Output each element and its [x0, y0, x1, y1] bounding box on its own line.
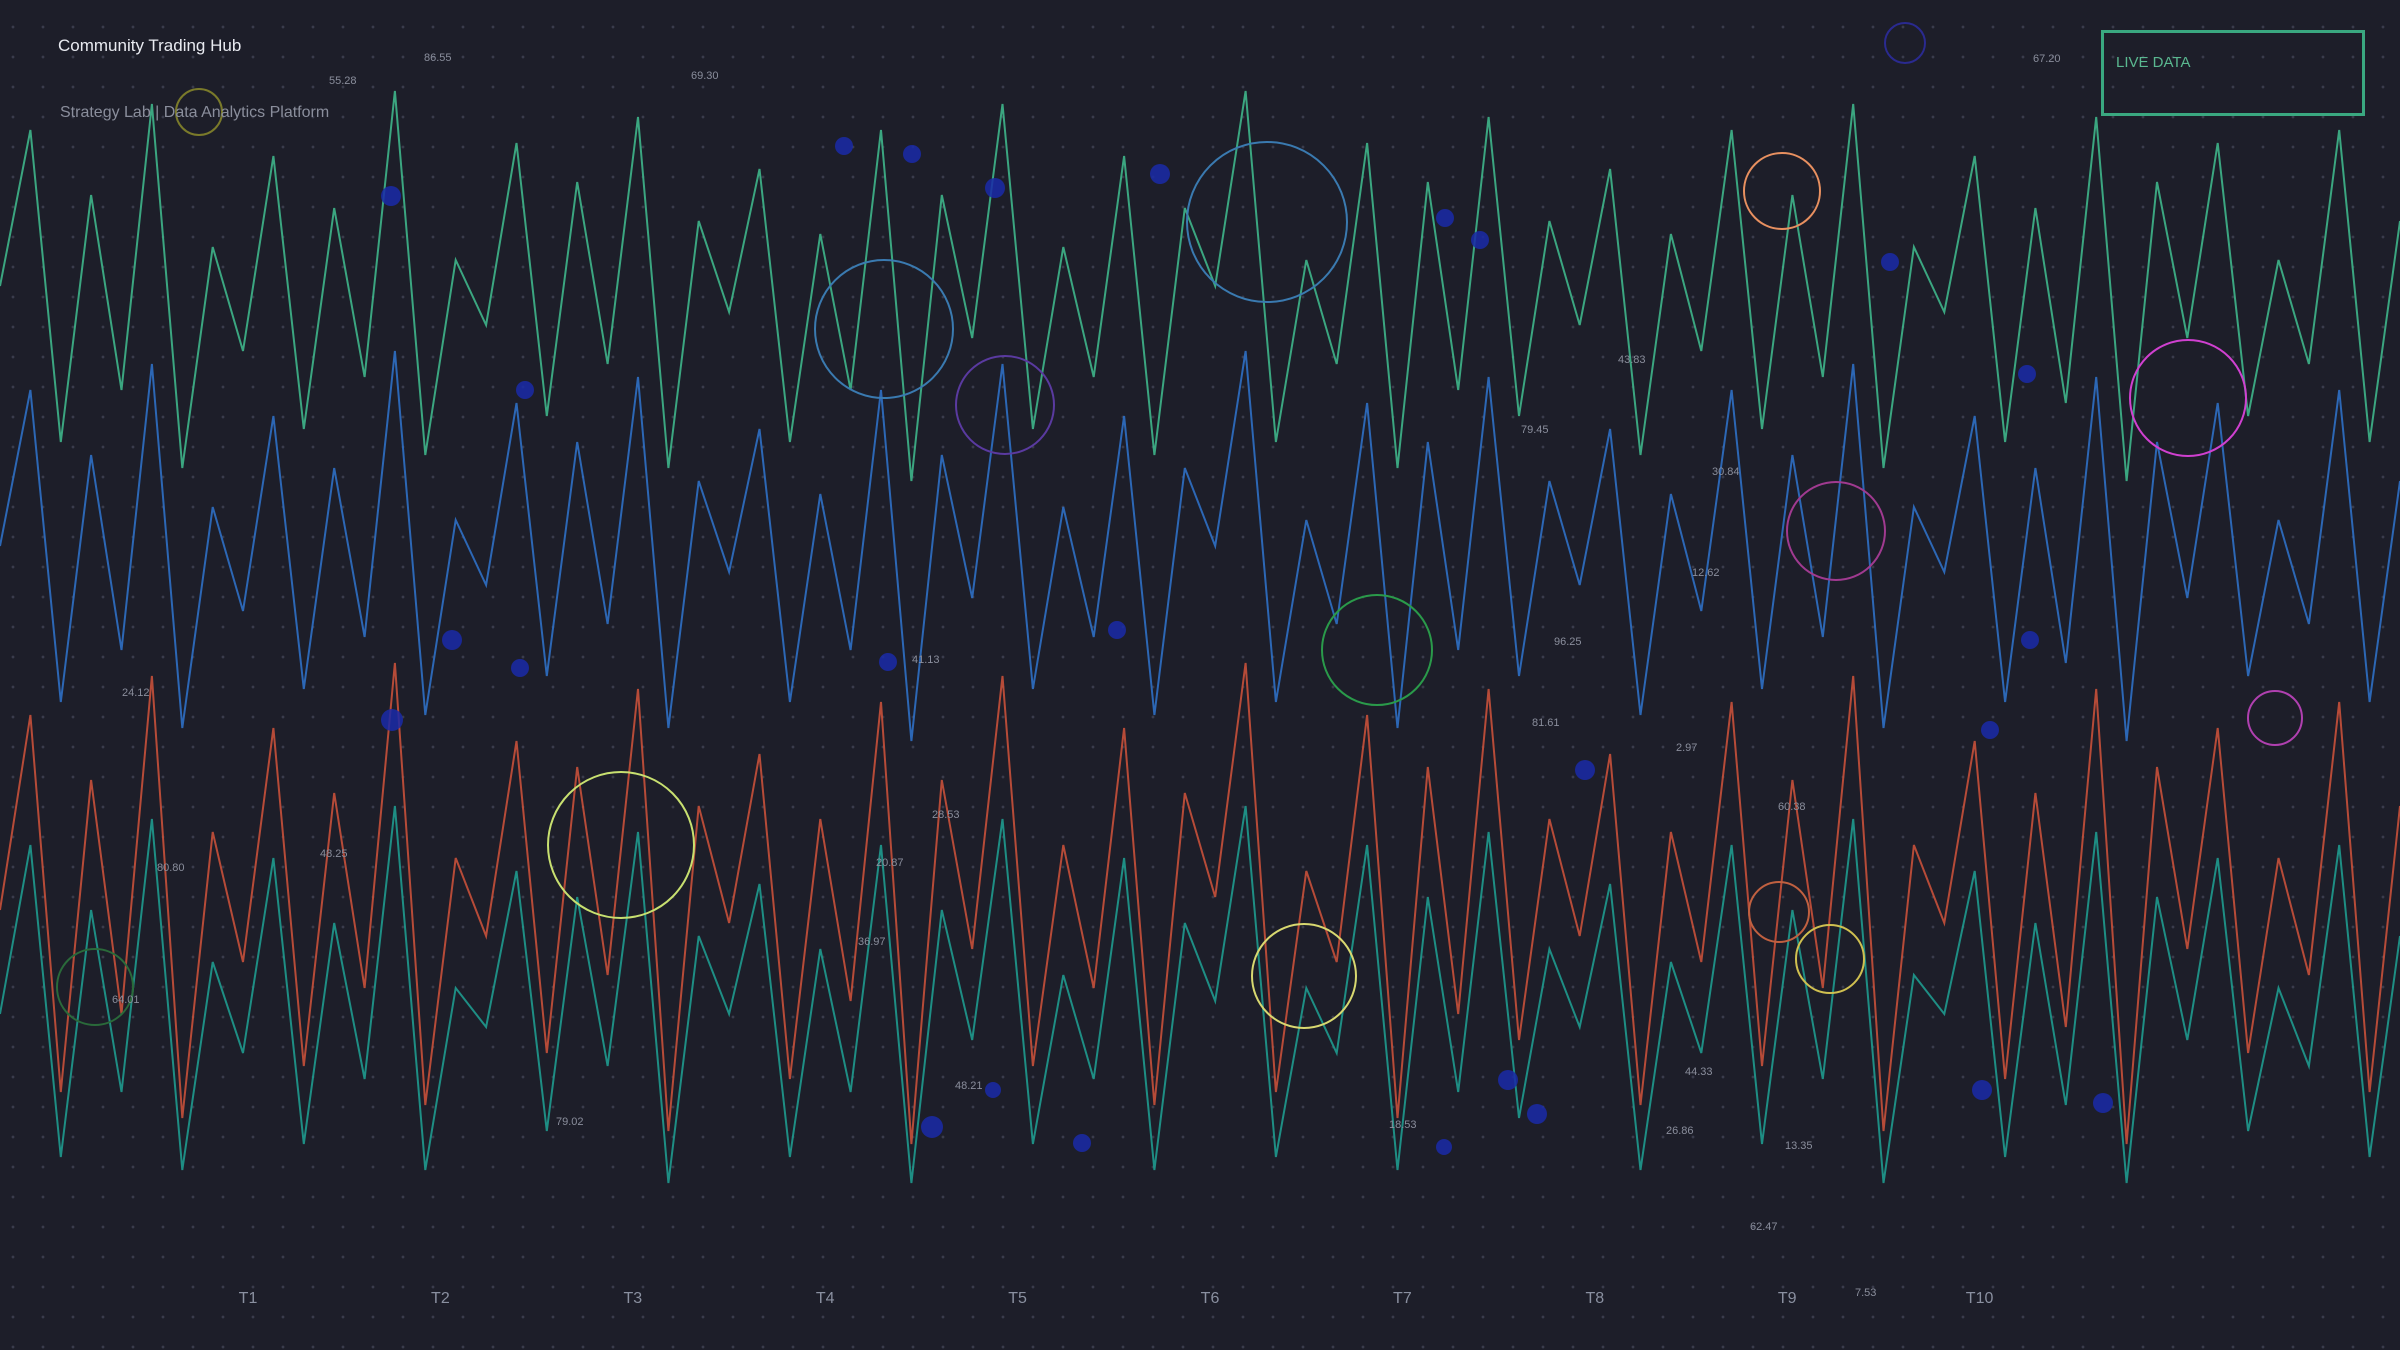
- marker-dot: [2021, 631, 2039, 649]
- x-tick-label: T8: [1585, 1290, 1605, 1307]
- highlight-ring: [547, 771, 695, 919]
- highlight-ring: [1786, 481, 1886, 581]
- marker-dot: [921, 1116, 943, 1138]
- value-label: 2.97: [1676, 742, 1698, 754]
- value-label: 28.53: [932, 809, 960, 821]
- marker-dot: [2018, 365, 2036, 383]
- marker-dot: [1498, 1070, 1518, 1090]
- value-label: 69.30: [691, 70, 719, 82]
- value-label: 24.12: [122, 687, 150, 699]
- value-label: 79.45: [1521, 424, 1549, 436]
- x-tick-label: T5: [1008, 1290, 1027, 1307]
- value-label: 43.83: [1618, 354, 1646, 366]
- marker-dot: [1972, 1080, 1992, 1100]
- marker-dot: [1436, 209, 1454, 227]
- highlight-ring: [1748, 881, 1810, 943]
- marker-dot: [903, 145, 921, 163]
- marker-dot: [1436, 1139, 1452, 1155]
- value-label: 86.55: [424, 52, 452, 64]
- marker-dot: [985, 1082, 1001, 1098]
- value-label: 48.25: [320, 848, 348, 860]
- value-label: 20.87: [876, 857, 904, 869]
- value-label: 96.25: [1554, 636, 1582, 648]
- value-label: 67.20: [2033, 53, 2061, 65]
- highlight-ring: [2129, 339, 2247, 457]
- app-title: Community Trading Hub: [58, 36, 242, 55]
- series-layer: [0, 90, 2400, 1184]
- highlight-ring: [1743, 152, 1821, 230]
- marker-dot: [1108, 621, 1126, 639]
- marker-dot: [1527, 1104, 1547, 1124]
- live-data-badge: LIVE DATA: [2101, 30, 2365, 116]
- marker-dot: [985, 178, 1005, 198]
- value-label: 7.53: [1855, 1287, 1877, 1299]
- value-label: 48.21: [955, 1080, 983, 1092]
- highlight-rings: [56, 22, 2303, 1029]
- highlight-ring: [814, 259, 954, 399]
- marker-dots: [381, 137, 2113, 1155]
- value-label: 64.01: [112, 994, 140, 1006]
- value-label: 79.02: [556, 1116, 584, 1128]
- marker-dot: [1073, 1134, 1091, 1152]
- marker-dot: [1150, 164, 1170, 184]
- marker-dot: [1981, 721, 1999, 739]
- value-label: 81.61: [1532, 717, 1560, 729]
- x-tick-label: T9: [1777, 1290, 1797, 1307]
- marker-dot: [835, 137, 853, 155]
- highlight-ring: [1884, 22, 1926, 64]
- highlight-ring: [955, 355, 1055, 455]
- highlight-ring: [2247, 690, 2303, 746]
- highlight-ring: [1321, 594, 1433, 706]
- highlight-ring: [175, 88, 223, 136]
- marker-dot: [442, 630, 462, 650]
- marker-dot: [2093, 1093, 2113, 1113]
- value-label: 44.33: [1685, 1066, 1713, 1078]
- highlight-ring: [1186, 141, 1348, 303]
- highlight-ring: [56, 948, 134, 1026]
- x-tick-label: T7: [1393, 1290, 1412, 1307]
- series-line-3: [0, 662, 2400, 1145]
- marker-dot: [516, 381, 534, 399]
- highlight-ring: [1795, 924, 1865, 994]
- marker-dot: [1881, 253, 1899, 271]
- app-subtitle: Strategy Lab | Data Analytics Platform: [60, 104, 330, 121]
- live-data-label: LIVE DATA: [2116, 54, 2191, 71]
- marker-dot: [879, 653, 897, 671]
- value-label: 18.53: [1389, 1119, 1417, 1131]
- value-label: 41.13: [912, 654, 940, 666]
- x-tick-label: T2: [431, 1290, 450, 1307]
- series-line-2: [0, 350, 2400, 742]
- value-label: 36.97: [858, 936, 886, 948]
- x-tick-label: T3: [623, 1290, 643, 1307]
- marker-dot: [381, 709, 403, 731]
- value-label: 13.35: [1785, 1140, 1813, 1152]
- value-label: 55.28: [329, 75, 357, 87]
- value-label: 80.80: [157, 862, 185, 874]
- series-line-4: [0, 805, 2400, 1184]
- marker-dot: [1471, 231, 1489, 249]
- marker-dot: [381, 186, 401, 206]
- value-label: 30.84: [1712, 466, 1740, 478]
- x-tick-label: T6: [1200, 1290, 1220, 1307]
- value-label: 60.38: [1778, 801, 1806, 813]
- value-label: 26.86: [1666, 1125, 1694, 1137]
- value-label: 62.47: [1750, 1221, 1778, 1233]
- marker-dot: [1575, 760, 1595, 780]
- x-tick-label: T10: [1965, 1290, 1994, 1307]
- value-label: 12.62: [1692, 567, 1720, 579]
- highlight-ring: [1251, 923, 1357, 1029]
- x-tick-label: T1: [238, 1290, 258, 1307]
- x-tick-label: T4: [815, 1290, 835, 1307]
- series-line-1: [0, 90, 2400, 482]
- marker-dot: [511, 659, 529, 677]
